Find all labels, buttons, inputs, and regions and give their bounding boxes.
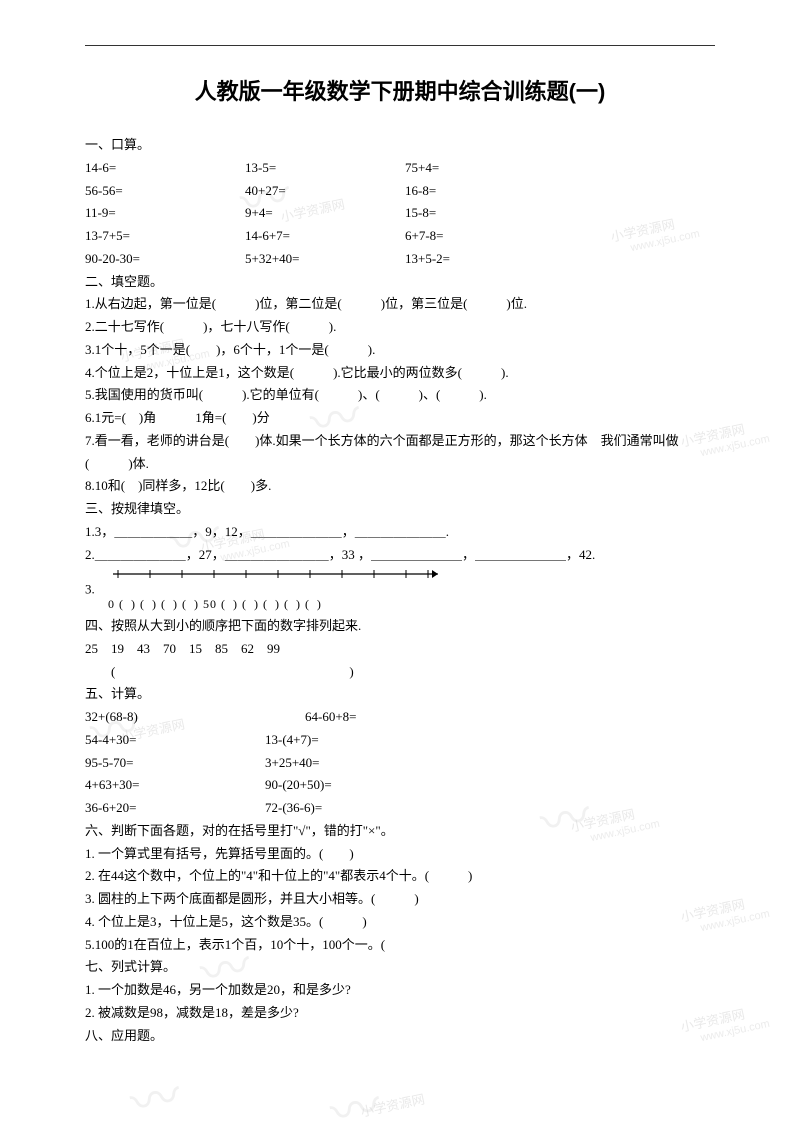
math-problem: 14-6= (85, 157, 245, 180)
math-problem: 13-7+5= (85, 225, 245, 248)
math-problem: 75+4= (405, 157, 565, 180)
word-problem: 2. 被减数是98，减数是18，差是多少? (85, 1002, 715, 1025)
section-heading: 六、判断下面各题，对的在括号里打"√"，错的打"×"。 (85, 820, 715, 843)
watermark-leaf: 〰 (323, 1066, 387, 1146)
section-heading: 三、按规律填空。 (85, 498, 715, 521)
section-heading: 二、填空题。 (85, 271, 715, 294)
math-problem: 56-56= (85, 180, 245, 203)
math-problem: 15-8= (405, 202, 565, 225)
math-problem: 64-60+8= (305, 706, 357, 729)
math-problem: 5+32+40= (245, 248, 405, 271)
pattern-item: 1.3，＿＿＿＿＿＿，9，12，＿＿＿＿＿＿＿，＿＿＿＿＿＿＿. (85, 521, 715, 544)
math-problem: 90-20-30= (85, 248, 245, 271)
fill-blank-item: 2.二十七写作( )，七十八写作( ). (85, 316, 715, 339)
number-line: 0 ( ) ( ) ( ) ( ) 50 ( ) ( ) ( ) ( ) ( ) (108, 566, 448, 615)
math-problem: 3+25+40= (265, 752, 320, 775)
math-problem: 40+27= (245, 180, 405, 203)
section-7: 七、列式计算。 1. 一个加数是46，另一个加数是20，和是多少? 2. 被减数… (85, 956, 715, 1024)
math-problem: 9+4= (245, 202, 405, 225)
page-title: 人教版一年级数学下册期中综合训练题(一) (85, 74, 715, 106)
section-heading: 五、计算。 (85, 683, 715, 706)
math-problem: 13-5= (245, 157, 405, 180)
math-problem: 90-(20+50)= (265, 774, 332, 797)
judge-item: 1. 一个算式里有括号，先算括号里面的。( ) (85, 843, 715, 866)
math-problem: 13-(4+7)= (265, 729, 319, 752)
judge-item: 5.100的1在百位上，表示1个百，10个十，100个一。( (85, 934, 715, 957)
fill-blank-item: 1.从右边起，第一位是( )位，第二位是( )位，第三位是( )位. (85, 293, 715, 316)
number-line-labels: 0 ( ) ( ) ( ) ( ) 50 ( ) ( ) ( ) ( ) ( ) (108, 594, 448, 615)
section-3: 三、按规律填空。 1.3，＿＿＿＿＿＿，9，12，＿＿＿＿＿＿＿，＿＿＿＿＿＿＿… (85, 498, 715, 615)
math-problem: 14-6+7= (245, 225, 405, 248)
section-heading: 八、应用题。 (85, 1025, 715, 1048)
pattern-item: 3. (85, 582, 95, 597)
judge-item: 3. 圆柱的上下两个底面都是圆形，并且大小相等。( ) (85, 888, 715, 911)
section-8: 八、应用题。 (85, 1025, 715, 1048)
section-heading: 一、口算。 (85, 134, 715, 157)
math-problem: 4+63+30= (85, 774, 265, 797)
number-list: 25 19 43 70 15 85 62 99 (85, 638, 715, 661)
math-problem: 72-(36-6)= (265, 797, 322, 820)
judge-item: 4. 个位上是3，十位上是5，这个数是35。( ) (85, 911, 715, 934)
fill-blank-item: 3.1个十，5个一是( )，6个十，1个一是( ). (85, 339, 715, 362)
math-problem: 6+7-8= (405, 225, 565, 248)
fill-blank-item: 6.1元=( )角 1角=( )分 (85, 407, 715, 430)
top-rule (85, 45, 715, 46)
section-1: 一、口算。 14-6=13-5=75+4= 56-56=40+27=16-8= … (85, 134, 715, 271)
watermark-brand: 小学资源网 (359, 1088, 427, 1120)
judge-item: 2. 在44这个数中，个位上的"4"和十位上的"4"都表示4个十。( ) (85, 865, 715, 888)
fill-blank-item: 7.看一看，老师的讲台是( )体.如果一个长方体的六个面都是正方形的，那这个长方… (85, 430, 715, 476)
section-5: 五、计算。 32+(68-8)64-60+8= 54-4+30=13-(4+7)… (85, 683, 715, 820)
math-problem: 16-8= (405, 180, 565, 203)
answer-blank: ( ) (85, 661, 715, 684)
math-problem: 13+5-2= (405, 248, 565, 271)
section-heading: 四、按照从大到小的顺序把下面的数字排列起来. (85, 615, 715, 638)
section-2: 二、填空题。 1.从右边起，第一位是( )位，第二位是( )位，第三位是( )位… (85, 271, 715, 499)
word-problem: 1. 一个加数是46，另一个加数是20，和是多少? (85, 979, 715, 1002)
math-problem: 11-9= (85, 202, 245, 225)
section-heading: 七、列式计算。 (85, 956, 715, 979)
fill-blank-item: 8.10和( )同样多，12比( )多. (85, 475, 715, 498)
math-problem: 32+(68-8) (85, 706, 305, 729)
math-problem: 36-6+20= (85, 797, 265, 820)
fill-blank-item: 4.个位上是2，十位上是1，这个数是( ).它比最小的两位数多( ). (85, 362, 715, 385)
math-problem: 95-5-70= (85, 752, 265, 775)
section-6: 六、判断下面各题，对的在括号里打"√"，错的打"×"。 1. 一个算式里有括号，… (85, 820, 715, 957)
pattern-item: 2.＿＿＿＿＿＿＿，27，＿＿＿＿＿＿＿＿，33 ，＿＿＿＿＿＿＿，＿＿＿＿＿＿… (85, 544, 715, 567)
section-4: 四、按照从大到小的顺序把下面的数字排列起来. 25 19 43 70 15 85… (85, 615, 715, 683)
fill-blank-item: 5.我国使用的货币叫( ).它的单位有( )、( )、( ). (85, 384, 715, 407)
math-problem: 54-4+30= (85, 729, 265, 752)
